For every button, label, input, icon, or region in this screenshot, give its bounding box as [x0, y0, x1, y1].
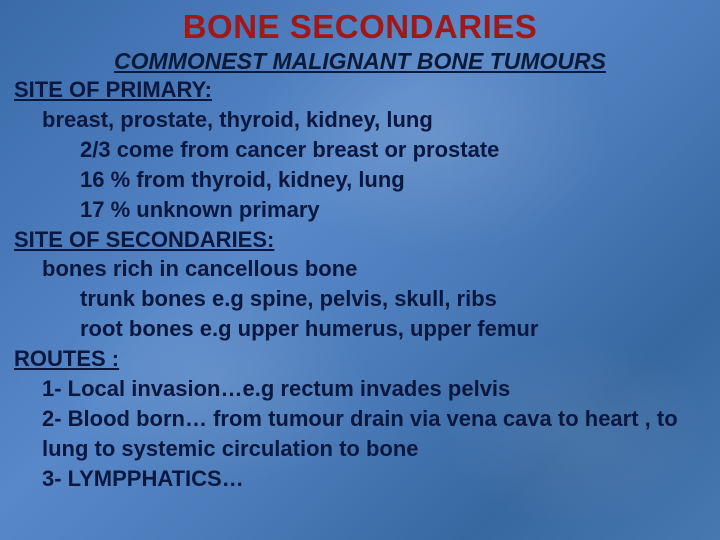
sections-container: SITE OF PRIMARY:breast, prostate, thyroi… — [14, 75, 706, 494]
body-line: 16 % from thyroid, kidney, lung — [14, 165, 706, 195]
body-line: root bones e.g upper humerus, upper femu… — [14, 314, 706, 344]
body-line: bones rich in cancellous bone — [14, 254, 706, 284]
section-heading: SITE OF PRIMARY: — [14, 75, 706, 105]
slide-content: BONE SECONDARIES COMMONEST MALIGNANT BON… — [14, 8, 706, 494]
body-line: 2- Blood born… from tumour drain via ven… — [14, 404, 706, 464]
section-heading: SITE OF SECONDARIES: — [14, 225, 706, 255]
slide-subtitle: COMMONEST MALIGNANT BONE TUMOURS — [14, 48, 706, 75]
body-line: 2/3 come from cancer breast or prostate — [14, 135, 706, 165]
body-line: 17 % unknown primary — [14, 195, 706, 225]
slide-title: BONE SECONDARIES — [14, 8, 706, 46]
body-line: 3- LYMPPHATICS… — [14, 464, 706, 494]
body-line: trunk bones e.g spine, pelvis, skull, ri… — [14, 284, 706, 314]
body-line: breast, prostate, thyroid, kidney, lung — [14, 105, 706, 135]
section-heading: ROUTES : — [14, 344, 706, 374]
body-line: 1- Local invasion…e.g rectum invades pel… — [14, 374, 706, 404]
